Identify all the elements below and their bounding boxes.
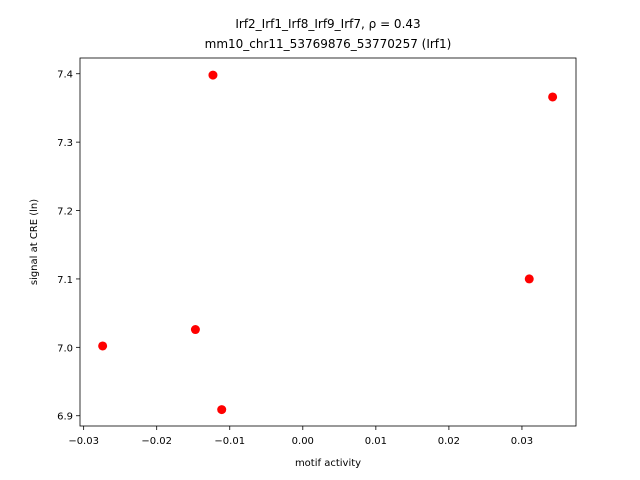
- x-axis-label: motif activity: [295, 458, 361, 469]
- point: [217, 405, 227, 415]
- point: [524, 274, 534, 284]
- x-tick-label: 0.03: [511, 436, 533, 447]
- point: [548, 92, 558, 102]
- x-tick-label: 0.00: [292, 436, 314, 447]
- chart-title: Irf2_Irf1_Irf8_Irf9_Irf7, ρ = 0.43: [235, 17, 420, 31]
- x-tick-label: 0.02: [438, 436, 460, 447]
- point: [190, 325, 200, 335]
- x-tick-label: 0.01: [365, 436, 387, 447]
- y-tick-label: 7.0: [57, 343, 73, 354]
- plot-frame: [79, 57, 577, 427]
- y-tick-label: 6.9: [57, 412, 73, 423]
- y-tick-label: 7.3: [57, 138, 73, 149]
- x-tick-label: −0.02: [141, 436, 172, 447]
- y-axis-label: signal at CRE (ln): [29, 199, 40, 285]
- x-tick-label: −0.03: [68, 436, 99, 447]
- y-tick-label: 7.1: [57, 275, 73, 286]
- chart-subtitle: mm10_chr11_53769876_53770257 (Irf1): [205, 37, 452, 51]
- x-tick-label: −0.01: [214, 436, 245, 447]
- point: [98, 341, 108, 351]
- y-tick-label: 7.4: [57, 70, 73, 81]
- point: [208, 70, 218, 80]
- y-tick-label: 7.2: [57, 207, 73, 218]
